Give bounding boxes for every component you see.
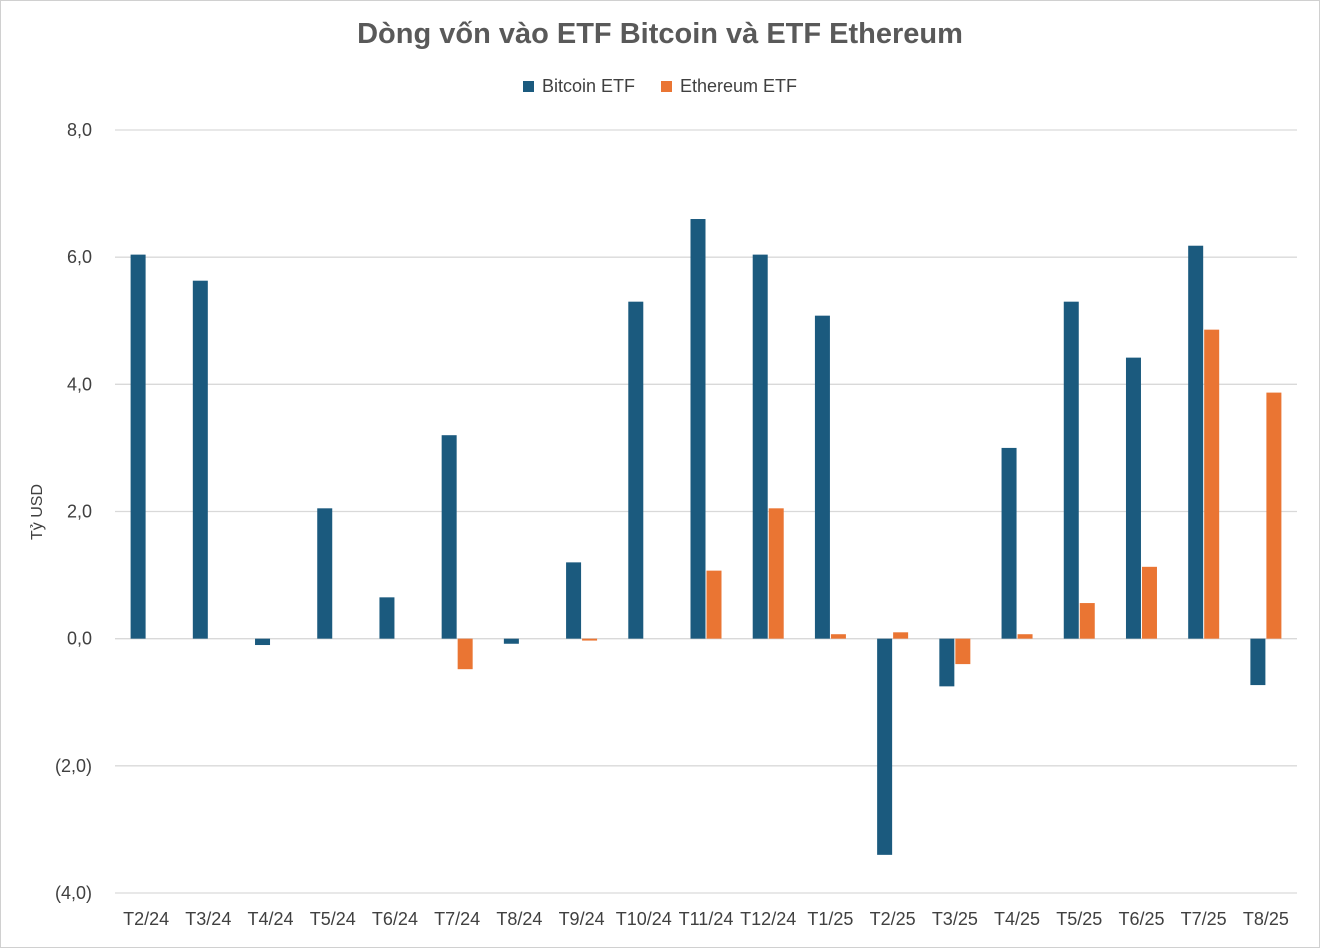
x-tick-label: T10/24 — [616, 909, 672, 929]
bar-bitcoin — [379, 597, 395, 639]
y-tick-label: 8,0 — [67, 120, 92, 140]
x-tick-label: T8/24 — [496, 909, 542, 929]
bar-bitcoin — [255, 638, 271, 646]
x-tick-label: T11/24 — [679, 909, 734, 929]
bar-bitcoin — [317, 508, 333, 639]
legend-item-ethereum: Ethereum ETF — [660, 76, 798, 97]
y-tick-label: 2,0 — [67, 502, 92, 522]
bar-bitcoin — [566, 562, 582, 639]
y-tick-label: 4,0 — [67, 374, 92, 394]
bar-bitcoin — [690, 219, 706, 639]
bar-ethereum — [830, 634, 846, 639]
y-tick-label: (2,0) — [55, 756, 92, 776]
x-tick-label: T2/25 — [870, 909, 916, 929]
x-tick-label: T8/25 — [1243, 909, 1289, 929]
bar-ethereum — [706, 570, 722, 639]
x-tick-label: T3/24 — [185, 909, 231, 929]
bar-ethereum — [1141, 566, 1157, 639]
bar-bitcoin — [1125, 357, 1141, 639]
x-tick-label: T9/24 — [559, 909, 605, 929]
legend-item-bitcoin: Bitcoin ETF — [522, 76, 635, 97]
bar-bitcoin — [628, 301, 644, 639]
legend: Bitcoin ETF Ethereum ETF — [0, 76, 1320, 97]
x-tick-label: T1/25 — [807, 909, 853, 929]
bar-bitcoin — [814, 315, 830, 639]
bar-bitcoin — [1001, 447, 1017, 639]
bar-bitcoin — [130, 254, 146, 639]
x-tick-label: T7/24 — [434, 909, 480, 929]
bar-ethereum — [768, 508, 784, 639]
x-tick-label: T3/25 — [932, 909, 978, 929]
y-tick-label: 6,0 — [67, 247, 92, 267]
x-tick-label: T4/25 — [994, 909, 1040, 929]
bar-bitcoin — [441, 435, 457, 639]
bar-bitcoin — [1188, 245, 1204, 639]
legend-swatch-ethereum — [660, 81, 672, 92]
x-tick-label: T5/24 — [310, 909, 356, 929]
bar-ethereum — [1266, 392, 1282, 639]
bar-bitcoin — [752, 254, 768, 639]
bar-bitcoin — [503, 638, 519, 644]
legend-label-ethereum: Ethereum ETF — [679, 76, 798, 96]
y-tick-label: 0,0 — [67, 629, 92, 649]
bar-ethereum — [582, 638, 598, 641]
bar-ethereum — [1204, 329, 1220, 639]
bar-bitcoin — [877, 638, 893, 855]
legend-label-bitcoin: Bitcoin ETF — [541, 76, 635, 96]
bar-bitcoin — [939, 638, 955, 687]
x-tick-label: T2/24 — [123, 909, 169, 929]
x-tick-label: T6/24 — [372, 909, 418, 929]
x-tick-label: T7/25 — [1181, 909, 1227, 929]
bar-ethereum — [893, 632, 909, 639]
y-tick-label: (4,0) — [55, 883, 92, 903]
bar-bitcoin — [1063, 301, 1079, 639]
x-tick-label: T6/25 — [1118, 909, 1164, 929]
bar-ethereum — [1079, 603, 1095, 639]
bar-ethereum — [955, 638, 971, 665]
bar-ethereum — [1017, 634, 1033, 639]
bar-bitcoin — [192, 280, 208, 639]
x-tick-label: T5/25 — [1056, 909, 1102, 929]
legend-swatch-bitcoin — [522, 81, 534, 92]
x-tick-label: T12/24 — [740, 909, 796, 929]
chart-title: Dòng vốn vào ETF Bitcoin và ETF Ethereum — [357, 18, 963, 50]
bar-ethereum — [457, 638, 473, 670]
bar-bitcoin — [1250, 638, 1266, 686]
x-tick-label: T4/24 — [248, 909, 294, 929]
